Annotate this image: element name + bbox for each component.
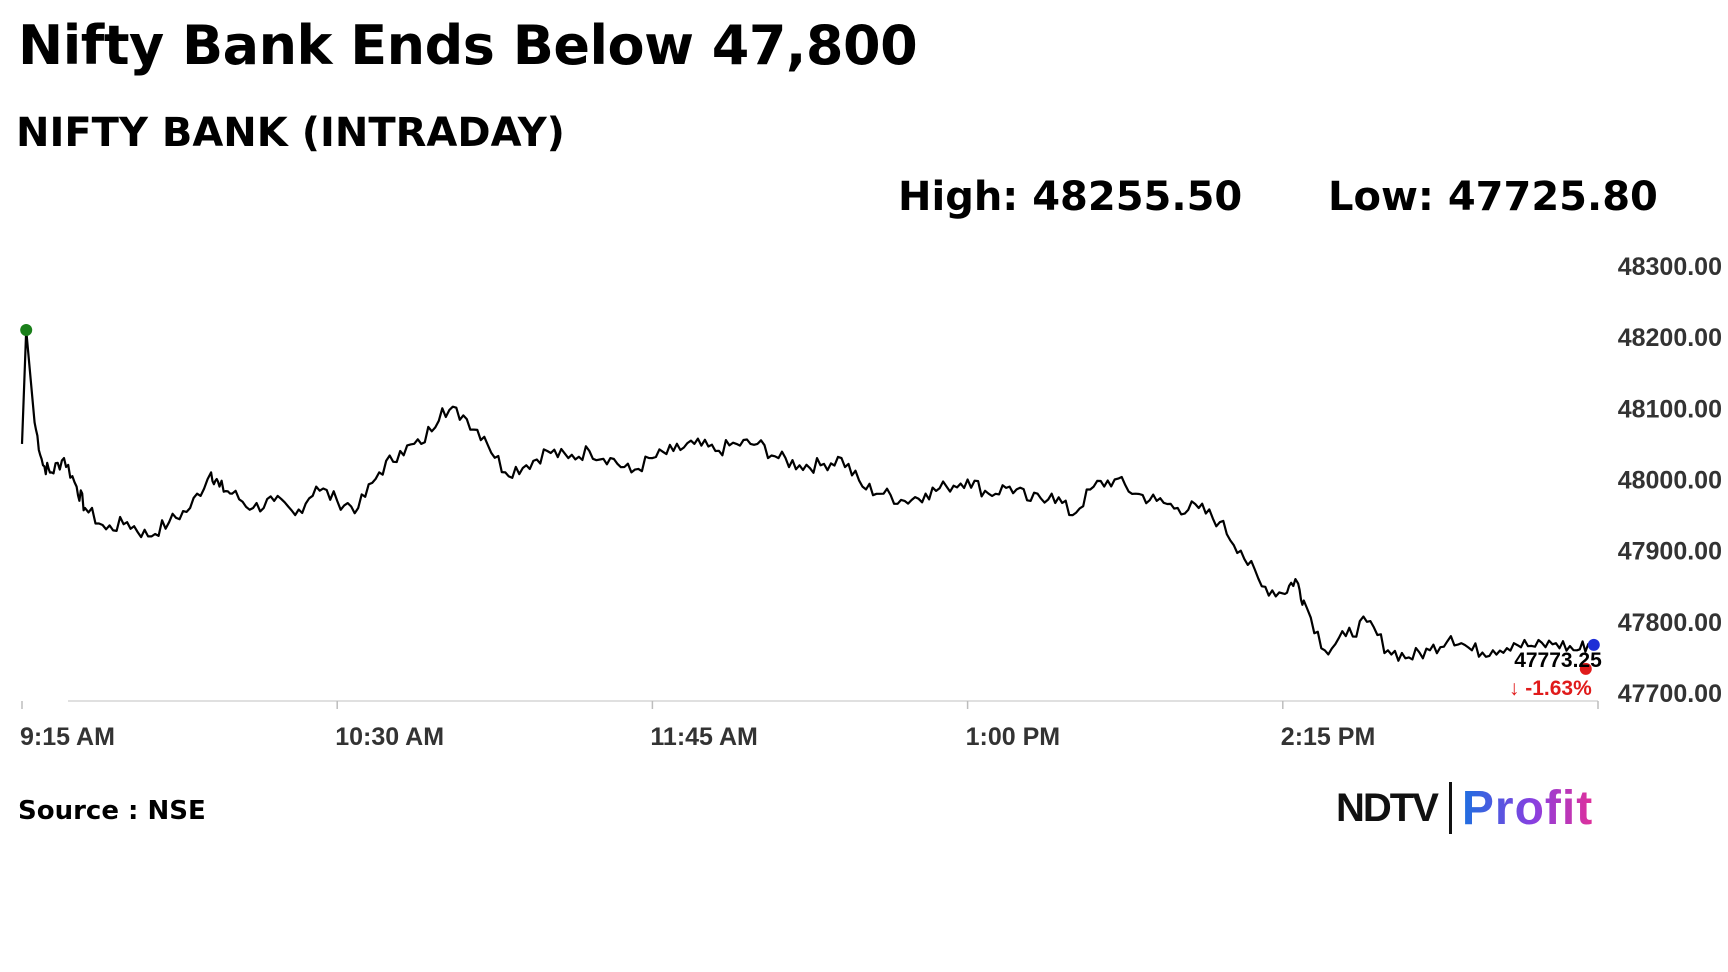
x-tick-label: 1:00 PM — [966, 723, 1060, 751]
x-tick-label: 2:15 PM — [1281, 723, 1375, 751]
day-high-stat: High: 48255.50 — [898, 174, 1243, 220]
last-value-label: 47773.25 — [1514, 649, 1602, 672]
logo-divider — [1448, 782, 1452, 834]
change-point-marker — [1579, 662, 1592, 675]
y-tick-label: 47700.00 — [1618, 680, 1722, 708]
y-tick-label: 48000.00 — [1618, 467, 1722, 495]
logo-ndtv-text: NDTV — [1336, 785, 1439, 830]
x-tick-label: 9:15 AM — [20, 723, 115, 751]
day-low-stat: Low: 47725.80 — [1328, 174, 1658, 220]
page-title: Nifty Bank Ends Below 47,800 — [18, 14, 918, 77]
price-series-line — [20, 329, 1595, 662]
y-axis: 48300.00 48200.00 48100.00 48000.00 47900.00… — [1618, 253, 1722, 708]
open-point-marker — [20, 324, 33, 337]
x-axis: 9:15 AM 10:30 AM 11:45 AM 1:00 PM 2:15 PM — [20, 700, 1599, 751]
y-tick-label: 48200.00 — [1618, 324, 1722, 352]
logo-profit-text: Profit — [1461, 781, 1594, 835]
down-arrow-icon: ↓ — [1509, 677, 1520, 700]
y-tick-label: 48100.00 — [1618, 395, 1722, 423]
source-note: Source : NSE — [18, 796, 206, 826]
x-tick-label: 10:30 AM — [335, 723, 444, 751]
y-tick-label: 47800.00 — [1618, 609, 1722, 637]
x-tick-label: 11:45 AM — [650, 723, 757, 751]
y-tick-label: 47900.00 — [1618, 538, 1722, 566]
chart-subtitle: NIFTY BANK (INTRADAY) — [16, 110, 565, 156]
ndtv-profit-logo: NDTV Profit — [1336, 780, 1593, 836]
change-percent-value: -1.63% — [1525, 677, 1592, 700]
change-percent-label: ↓ -1.63% — [1509, 677, 1592, 700]
y-tick-label: 48300.00 — [1618, 253, 1722, 281]
last-point-marker — [1587, 638, 1600, 651]
